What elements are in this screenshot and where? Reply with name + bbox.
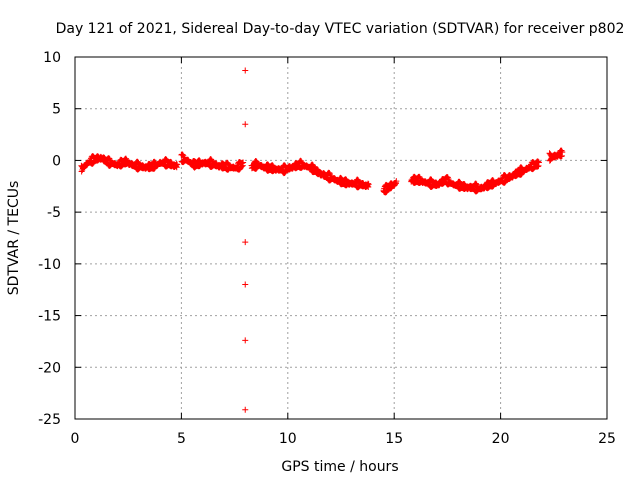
y-tick-label: 5: [52, 102, 61, 118]
x-tick-label: 15: [385, 431, 403, 447]
data-point: [123, 155, 130, 162]
y-tick-labels: 10 5 0 -5 -10 -15 -20 -25: [38, 50, 61, 428]
chart-title: Day 121 of 2021, Sidereal Day-to-day VTE…: [56, 21, 625, 37]
data-point: [78, 168, 85, 175]
y-tick-label: -5: [47, 205, 61, 221]
y-tick-label: -20: [38, 360, 61, 376]
x-tick-labels: 0 5 10 15 20 25: [71, 431, 616, 447]
data-point: [444, 174, 451, 181]
x-axis-label: GPS time / hours: [281, 459, 398, 475]
data-point: [365, 181, 372, 188]
x-tick-label: 20: [492, 431, 510, 447]
data-point: [240, 159, 247, 166]
data-point: [106, 156, 113, 163]
data-point: [558, 147, 565, 154]
y-tick-label: 10: [43, 50, 61, 66]
data-point: [416, 174, 423, 181]
data-point: [298, 158, 305, 165]
data-point: [179, 151, 186, 158]
data-point: [174, 161, 181, 168]
axis-ticks: [74, 56, 608, 420]
outlier-point: [242, 281, 249, 288]
x-tick-label: 0: [71, 431, 80, 447]
outlier-point: [242, 121, 249, 128]
data-point: [559, 149, 566, 156]
data-points: [78, 67, 566, 413]
x-tick-label: 25: [598, 431, 616, 447]
outlier-point: [242, 337, 249, 344]
y-axis-label: SDTVAR / TECUs: [6, 181, 22, 296]
data-point: [135, 160, 142, 167]
y-tick-label: -10: [38, 257, 61, 273]
data-point: [326, 169, 333, 176]
data-point: [473, 181, 480, 188]
y-tick-label: 0: [52, 153, 61, 169]
y-tick-label: -25: [38, 412, 61, 428]
data-point: [208, 157, 215, 164]
outlier-point: [242, 239, 249, 246]
data-point: [225, 160, 232, 167]
grid-lines: [75, 57, 607, 419]
data-point: [535, 159, 542, 166]
x-tick-label: 5: [177, 431, 186, 447]
data-point: [343, 176, 350, 183]
plot-frame: [74, 56, 608, 420]
data-point: [393, 178, 400, 185]
data-point: [310, 162, 317, 169]
data-point: [355, 177, 362, 184]
y-tick-label: -15: [38, 309, 61, 325]
outlier-point: [242, 406, 249, 413]
data-point: [208, 156, 215, 163]
outlier-point: [242, 67, 249, 74]
x-tick-label: 10: [279, 431, 297, 447]
